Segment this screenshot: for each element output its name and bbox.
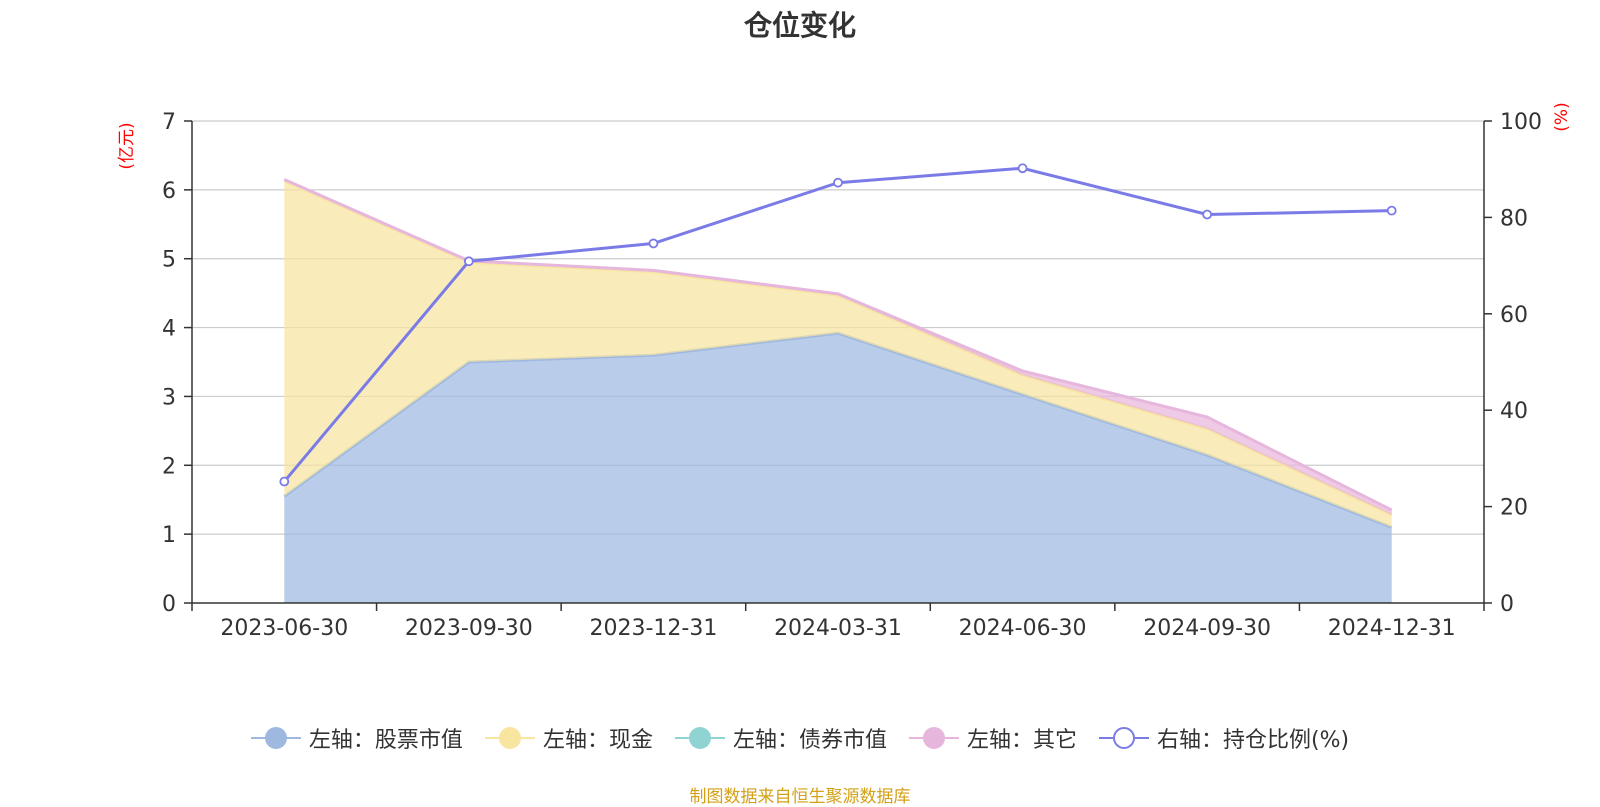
legend-item[interactable]: 左轴：股票市值: [250, 722, 463, 754]
right-axis-tick-label: 80: [1500, 206, 1528, 231]
right-axis-tick-label: 60: [1500, 303, 1528, 328]
right-axis-tick-label: 0: [1500, 592, 1514, 617]
legend-item[interactable]: 左轴：现金: [484, 722, 653, 754]
legend-item[interactable]: 左轴：其它: [908, 722, 1077, 754]
ratio-point: [279, 476, 290, 487]
x-axis-tick-label: 2023-12-31: [589, 616, 717, 641]
area-左轴：股票市值: [284, 333, 1392, 603]
left-axis-tick-label: 5: [162, 248, 176, 273]
legend-label: 左轴：其它: [966, 728, 1077, 753]
left-axis-tick-label: 2: [162, 454, 176, 479]
legend-item[interactable]: 右轴：持仓比例(%): [1098, 722, 1350, 754]
x-axis-tick-label: 2024-03-31: [774, 616, 902, 641]
right-axis-unit: (%): [1552, 102, 1572, 131]
ratio-point: [1202, 209, 1213, 220]
ratio-point: [463, 256, 474, 267]
legend-symbol: [250, 726, 301, 750]
left-axis-tick-label: 7: [162, 110, 176, 135]
x-axis-tick-label: 2023-09-30: [405, 616, 533, 641]
source-note: 制图数据来自恒生聚源数据库: [689, 787, 911, 807]
legend-label: 左轴：债券市值: [732, 728, 887, 753]
left-axis-tick-label: 0: [162, 592, 176, 617]
left-axis-tick-label: 3: [162, 385, 176, 410]
chart-title: 仓位变化: [743, 9, 856, 42]
legend-item[interactable]: 左轴：债券市值: [674, 722, 887, 754]
legend-label: 左轴：现金: [542, 728, 653, 753]
x-axis-tick-label: 2024-12-31: [1328, 616, 1456, 641]
right-axis-tick-label: 100: [1500, 110, 1542, 135]
legend-symbol: [1098, 726, 1149, 750]
x-axis-tick-label: 2023-06-30: [220, 616, 348, 641]
x-axis-tick-label: 2024-09-30: [1143, 616, 1271, 641]
ratio-point: [1386, 205, 1397, 216]
ratio-line-layer: [279, 163, 1397, 487]
legend-label: 右轴：持仓比例(%): [1156, 728, 1350, 753]
legend: 左轴：股票市值 左轴：现金 左轴：债券市值 左轴：其它 右轴：持仓比例(%): [0, 722, 1600, 754]
legend-symbol: [674, 726, 725, 750]
right-axis-tick-label: 20: [1500, 496, 1528, 521]
ratio-point: [648, 238, 659, 249]
legend-symbol: [484, 726, 535, 750]
left-axis-tick-label: 1: [162, 523, 176, 548]
stacked-areas: [283, 178, 1393, 603]
right-axis-tick-label: 40: [1500, 399, 1528, 424]
left-axis-unit: (亿元): [117, 122, 137, 169]
left-axis-tick-label: 6: [162, 179, 176, 204]
axes: 0 1 2 3 4 5 6 7 0 20 40 60 80 100 2023-06-30 2023-09-30…: [162, 110, 1542, 641]
legend-label: 左轴：股票市值: [308, 728, 463, 753]
legend-symbol: [908, 726, 959, 750]
ratio-point: [1017, 163, 1028, 174]
x-axis-tick-label: 2024-06-30: [959, 616, 1087, 641]
left-axis-tick-label: 4: [162, 317, 176, 342]
ratio-point: [833, 177, 843, 188]
